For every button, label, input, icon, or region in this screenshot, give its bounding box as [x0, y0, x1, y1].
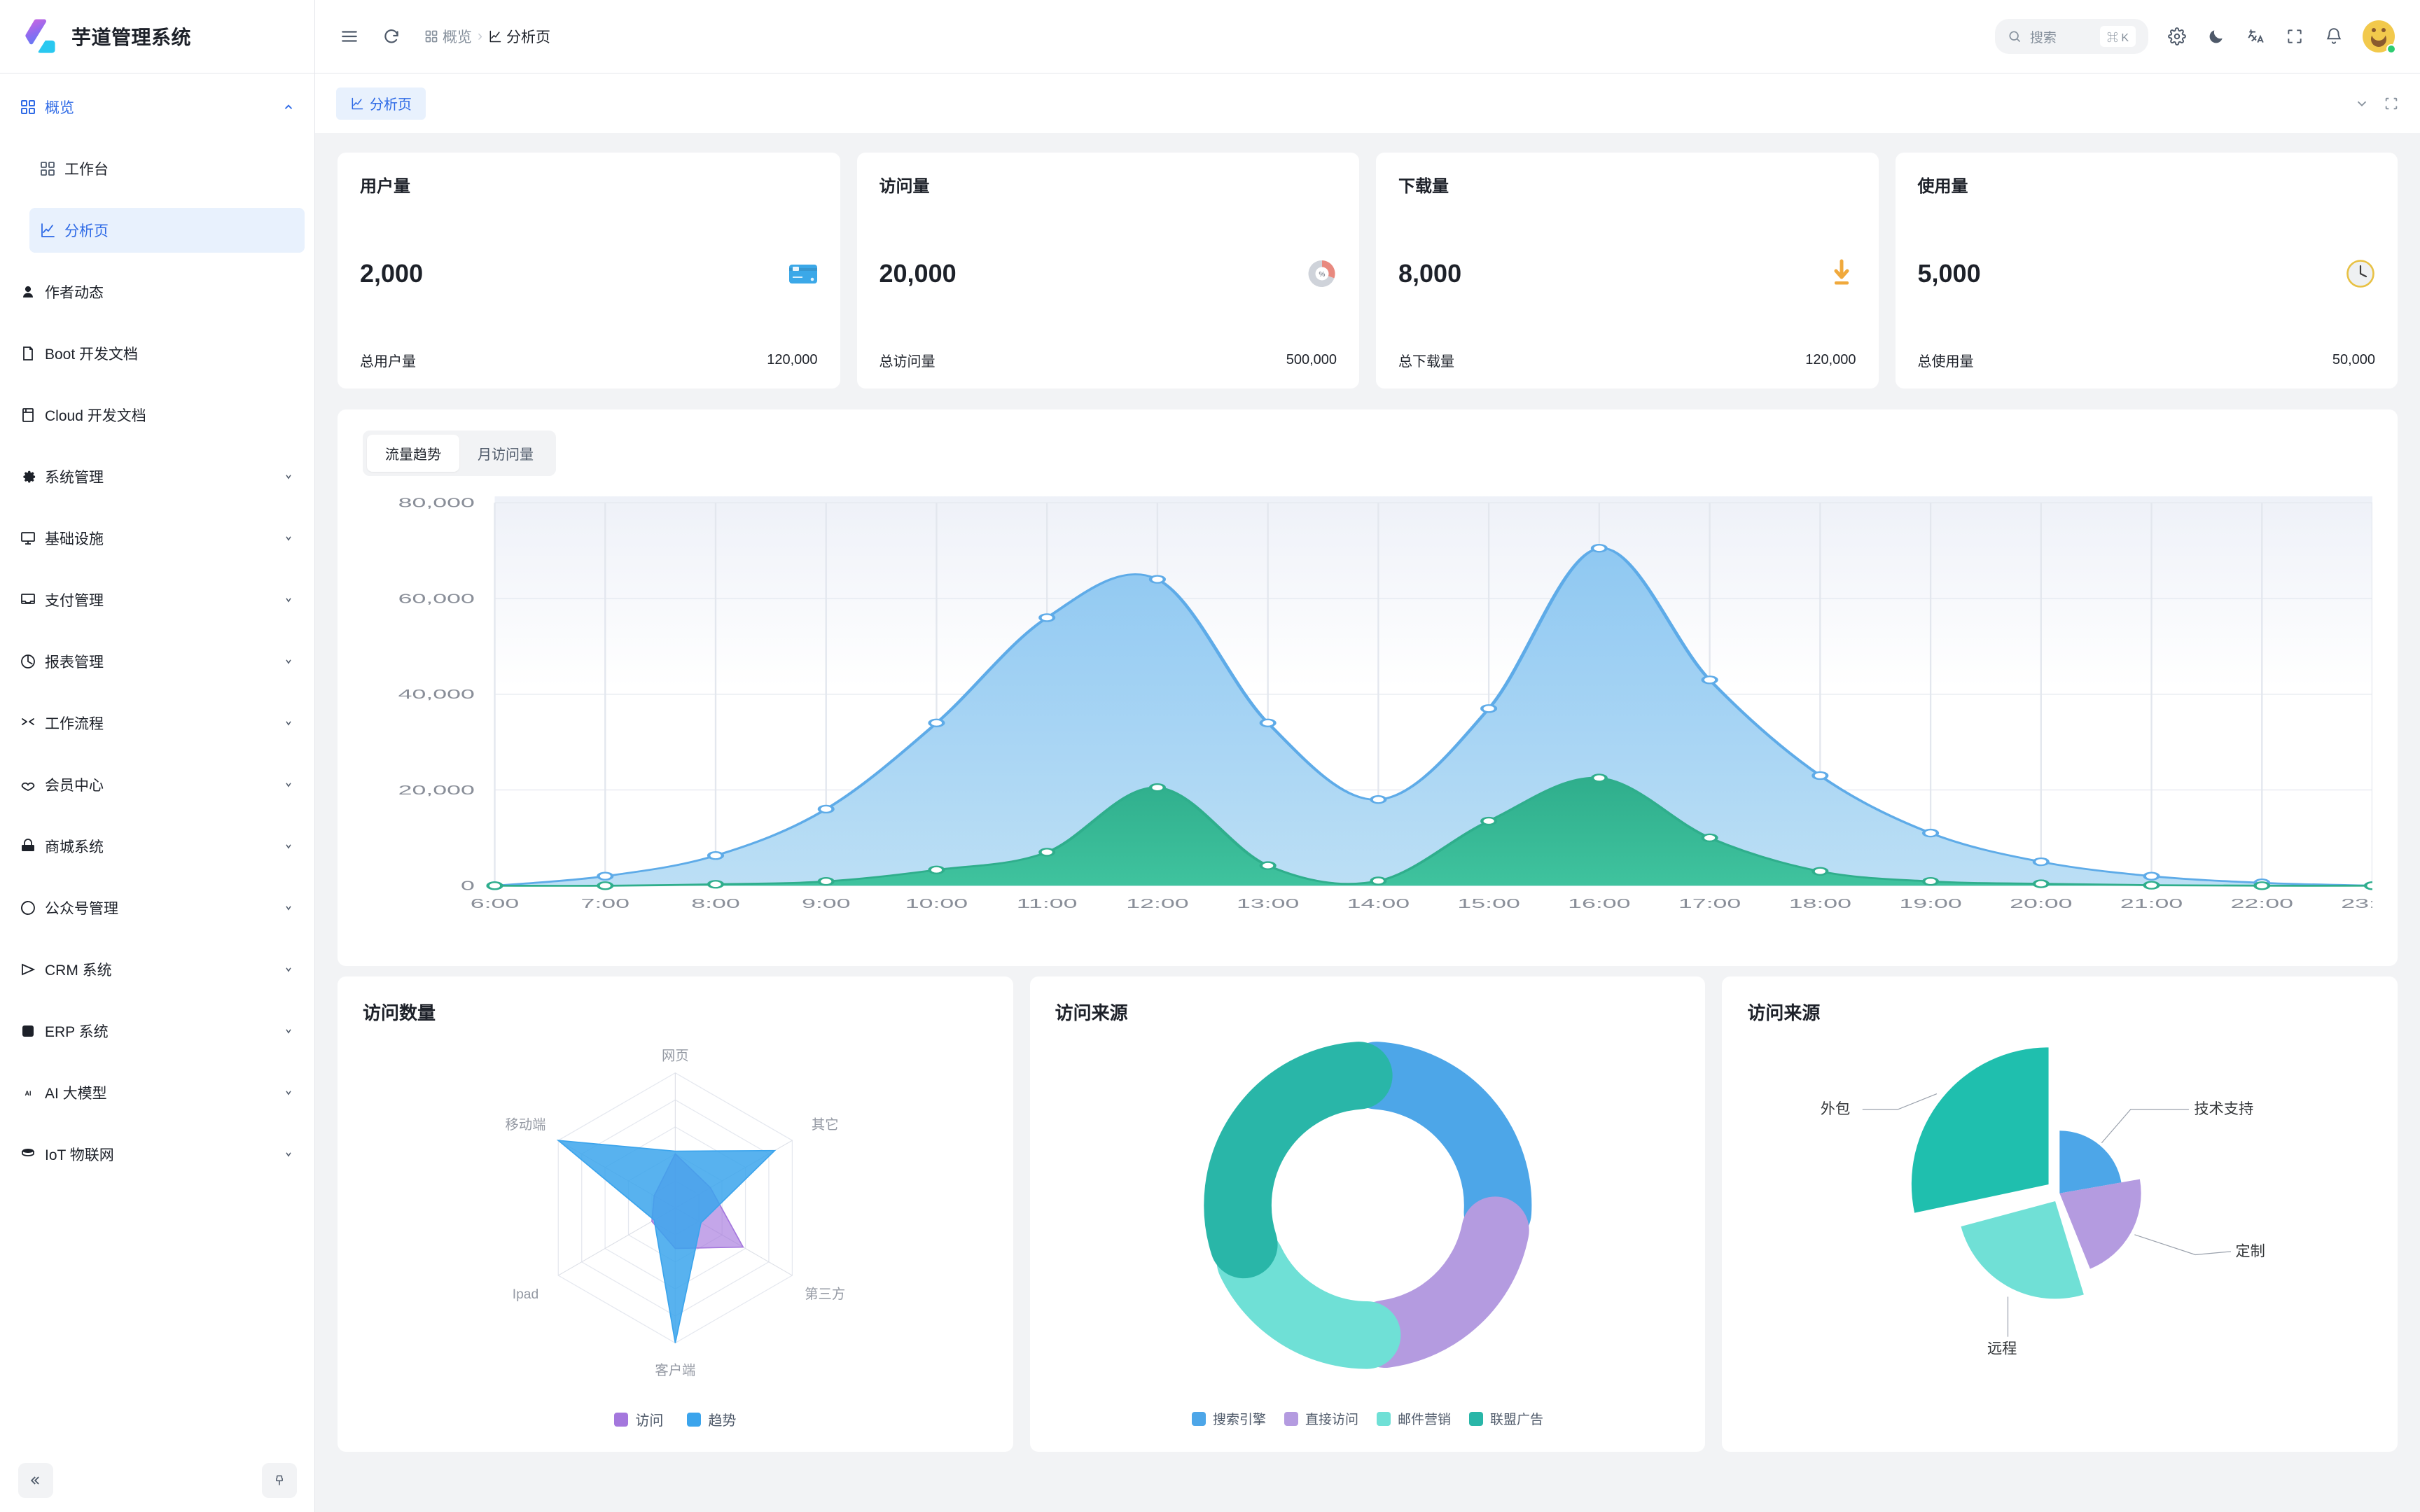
- svg-text:20:00: 20:00: [2010, 897, 2072, 911]
- svg-text:E: E: [25, 1028, 30, 1036]
- svg-text:80,000: 80,000: [398, 496, 475, 511]
- svg-text:网页: 网页: [662, 1049, 689, 1063]
- svg-text:10:00: 10:00: [905, 897, 968, 911]
- svg-text:16:00: 16:00: [1568, 897, 1630, 911]
- svg-text:22:00: 22:00: [2231, 897, 2293, 911]
- svg-text:Ipad: Ipad: [513, 1287, 539, 1302]
- svg-text:40,000: 40,000: [398, 687, 475, 702]
- svg-text:19:00: 19:00: [1899, 897, 1961, 911]
- svg-text:6:00: 6:00: [471, 897, 520, 911]
- svg-text:23:00: 23:00: [2341, 897, 2372, 911]
- svg-text:定制: 定制: [2236, 1242, 2265, 1259]
- svg-text:14:00: 14:00: [1347, 897, 1410, 911]
- svg-text:外包: 外包: [1821, 1100, 1850, 1117]
- svg-text:13:00: 13:00: [1237, 897, 1299, 911]
- svg-text:%: %: [1319, 271, 1326, 279]
- svg-text:15:00: 15:00: [1457, 897, 1520, 911]
- svg-text:12:00: 12:00: [1126, 897, 1188, 911]
- svg-text:移动端: 移动端: [506, 1117, 546, 1133]
- svg-text:0: 0: [461, 879, 475, 894]
- svg-text:其它: 其它: [812, 1117, 839, 1133]
- svg-text:20,000: 20,000: [398, 783, 475, 798]
- svg-text:18:00: 18:00: [1789, 897, 1851, 911]
- svg-text:AI: AI: [25, 1090, 32, 1097]
- svg-text:客户端: 客户端: [655, 1363, 695, 1378]
- svg-text:远程: 远程: [1987, 1340, 2017, 1357]
- svg-text:技术支持: 技术支持: [2195, 1100, 2254, 1117]
- svg-text:21:00: 21:00: [2120, 897, 2183, 911]
- svg-text:8:00: 8:00: [691, 897, 740, 911]
- svg-text:第三方: 第三方: [805, 1287, 845, 1302]
- svg-text:60,000: 60,000: [398, 592, 475, 606]
- svg-text:7:00: 7:00: [580, 897, 630, 911]
- svg-text:11:00: 11:00: [1017, 897, 1078, 911]
- svg-text:9:00: 9:00: [802, 897, 851, 911]
- svg-text:17:00: 17:00: [1678, 897, 1741, 911]
